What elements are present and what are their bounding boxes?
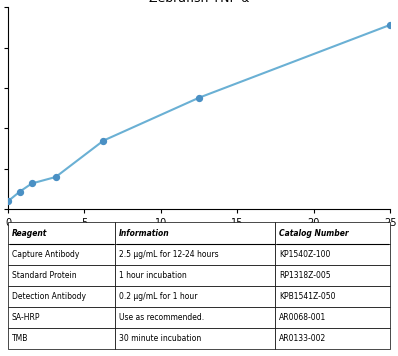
Point <box>53 174 59 180</box>
Bar <box>8 265 115 286</box>
Text: Detection Antibody: Detection Antibody <box>12 292 86 301</box>
Text: AR0133-002: AR0133-002 <box>279 334 326 343</box>
X-axis label: Protein (ng/mL): Protein (ng/mL) <box>161 231 237 241</box>
Text: 1 hour incubation: 1 hour incubation <box>119 271 187 280</box>
Bar <box>275 222 390 244</box>
Bar <box>8 244 115 265</box>
Point <box>5 198 11 204</box>
Text: Reagent: Reagent <box>12 229 47 237</box>
Bar <box>275 286 390 307</box>
Text: KPB1541Z-050: KPB1541Z-050 <box>279 292 336 301</box>
Point <box>387 22 393 28</box>
Bar <box>115 222 275 244</box>
Point <box>196 95 202 100</box>
Text: RP1318Z-005: RP1318Z-005 <box>279 271 331 280</box>
Title: Zebrafish TNF-α: Zebrafish TNF-α <box>149 0 249 5</box>
Bar <box>8 222 115 244</box>
Bar <box>115 265 275 286</box>
Text: Information: Information <box>119 229 170 237</box>
Text: 0.2 μg/mL for 1 hour: 0.2 μg/mL for 1 hour <box>119 292 197 301</box>
Text: Standard Protein: Standard Protein <box>12 271 76 280</box>
Text: TMB: TMB <box>12 334 28 343</box>
Bar <box>8 328 115 349</box>
Bar <box>115 286 275 307</box>
Text: Capture Antibody: Capture Antibody <box>12 250 79 258</box>
Bar <box>115 244 275 265</box>
Point <box>100 138 107 143</box>
Bar <box>275 328 390 349</box>
Text: AR0068-001: AR0068-001 <box>279 313 326 322</box>
Text: 2.5 μg/mL for 12-24 hours: 2.5 μg/mL for 12-24 hours <box>119 250 219 258</box>
Bar <box>8 286 115 307</box>
Bar <box>115 307 275 328</box>
Text: KP1540Z-100: KP1540Z-100 <box>279 250 331 258</box>
Point <box>29 180 35 186</box>
Bar <box>115 328 275 349</box>
Text: 30 minute incubation: 30 minute incubation <box>119 334 201 343</box>
Text: SA-HRP: SA-HRP <box>12 313 40 322</box>
Point <box>17 189 23 194</box>
Text: Catalog Number: Catalog Number <box>279 229 349 237</box>
Text: Use as recommended.: Use as recommended. <box>119 313 204 322</box>
Bar <box>275 307 390 328</box>
Bar <box>8 307 115 328</box>
Bar <box>275 265 390 286</box>
Bar <box>275 244 390 265</box>
